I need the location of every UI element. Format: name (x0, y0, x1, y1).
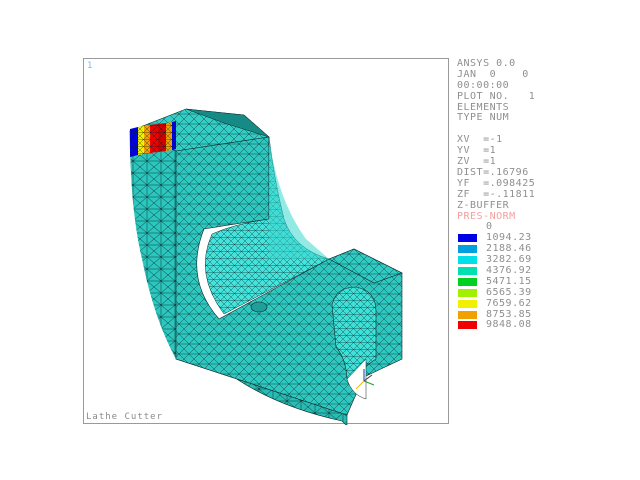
view-line: XV =-1 (457, 134, 503, 146)
view-line: ZF =-.11811 (457, 188, 536, 200)
contour-row: 9848.08 (457, 320, 577, 331)
axis-triad (355, 369, 375, 390)
contour-label: 2188.46 (486, 243, 532, 255)
contour-swatch (458, 321, 477, 330)
contour-row: 0 (457, 222, 577, 233)
contour-swatch (458, 310, 477, 319)
contour-label: 1094.23 (486, 232, 532, 244)
contour-row: 3282.69 (457, 254, 577, 266)
contour-row: 1094.23 (457, 232, 577, 244)
contour-swatch (458, 288, 477, 297)
info-line: PLOT NO. 1 (457, 90, 536, 102)
contour-swatch (458, 277, 477, 286)
contour-label: 9848.08 (486, 319, 532, 331)
contour-label: 7659.62 (486, 297, 532, 309)
contour-row: 4376.92 (457, 265, 577, 277)
left-vertical-face (130, 115, 176, 359)
contour-swatch (458, 256, 477, 265)
contour-label: 8753.85 (486, 308, 532, 320)
contour-label: 4376.92 (486, 265, 532, 277)
contour-label: 0 (486, 221, 493, 233)
contour-row: 5471.15 (457, 275, 577, 288)
view-line: Z-BUFFER (457, 199, 510, 211)
info-line: ELEMENTS (457, 101, 510, 113)
contour-row: 2188.46 (457, 243, 577, 255)
contour-swatch (458, 245, 477, 254)
slot-cutout (331, 286, 377, 400)
view-line: ZV =1 (457, 156, 497, 168)
contour-row: 6565.39 (457, 286, 577, 299)
contour-label: 6565.39 (486, 286, 532, 298)
contour-label: 3282.69 (486, 254, 532, 266)
inner-curved-face (205, 136, 330, 315)
info-line: TYPE NUM (457, 112, 510, 124)
contour-swatch (458, 234, 477, 243)
contour-swatch (458, 299, 477, 308)
window-number: 1 (87, 61, 93, 71)
fe-mesh-model[interactable] (84, 59, 450, 425)
view-line: YV =1 (457, 145, 497, 157)
plot-title: Lathe Cutter (86, 412, 164, 422)
view-line: YF =.098425 (457, 177, 536, 189)
right-block-top (328, 248, 403, 284)
view-line: DIST=.16796 (457, 167, 529, 179)
contour-label: 5471.15 (486, 275, 532, 287)
info-line: ANSYS 0.0 (457, 58, 516, 69)
graphics-viewport[interactable]: 1 (83, 58, 450, 425)
contour-title: PRES-NORM (457, 210, 516, 222)
contour-row: 7659.62 (457, 297, 577, 310)
info-line: JAN 0 0 (457, 68, 529, 80)
legend-panel: ANSYS 0.0 JAN 0 0 00:00:00 PLOT NO. 1 EL… (457, 58, 577, 331)
side-hole (250, 301, 268, 313)
info-line: 00:00:00 (457, 79, 510, 91)
contour-row: 8753.85 (457, 308, 577, 321)
contour-swatch (458, 267, 477, 276)
pressure-hotspot (130, 121, 176, 157)
